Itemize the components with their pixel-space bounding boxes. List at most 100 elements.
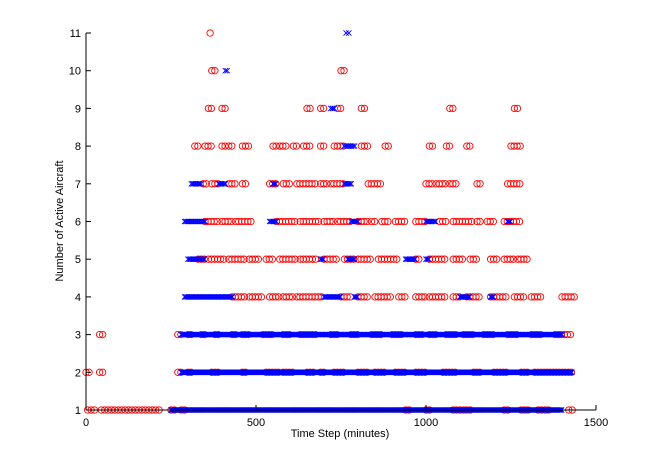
- y-tick-label: 1: [75, 405, 81, 417]
- data-point-circle: [224, 217, 232, 226]
- data-point-cross: [345, 180, 352, 187]
- data-point-cross: [196, 180, 203, 187]
- data-point-cross: [348, 180, 355, 187]
- data-point-circle: [472, 293, 480, 301]
- data-point-circle: [306, 142, 314, 150]
- data-point-circle: [520, 255, 528, 263]
- data-point-cross: [349, 143, 356, 150]
- data-point-circle: [418, 293, 426, 301]
- data-point-circle: [289, 142, 298, 150]
- data-point-cross: [429, 218, 436, 225]
- data-point-circle: [254, 293, 263, 301]
- data-point-circle: [218, 104, 226, 113]
- x-tick-label: 1500: [584, 417, 608, 429]
- data-point-circle: [476, 180, 484, 188]
- x-tick-label: 500: [247, 417, 265, 429]
- data-point-circle: [437, 255, 446, 263]
- data-point-circle: [268, 255, 276, 263]
- data-point-circle: [279, 142, 287, 150]
- data-point-circle: [523, 255, 531, 263]
- data-point-circle: [428, 180, 436, 188]
- data-point-circle: [452, 180, 460, 188]
- data-point-circle: [240, 293, 249, 301]
- data-point-circle: [314, 293, 322, 301]
- data-point-circle: [384, 142, 392, 150]
- data-point-circle: [247, 217, 255, 226]
- data-point-circle: [390, 255, 398, 263]
- data-point-circle: [367, 217, 376, 226]
- data-point-circle: [206, 29, 214, 37]
- data-point-circle: [99, 368, 107, 376]
- data-point-circle: [306, 104, 314, 113]
- data-point-circle: [291, 217, 299, 226]
- data-point-cross: [224, 67, 231, 74]
- data-point-circle: [439, 217, 447, 226]
- data-point-circle: [282, 180, 290, 188]
- data-point-circle: [316, 104, 325, 113]
- data-point-circle: [441, 180, 450, 188]
- data-point-circle: [442, 142, 451, 150]
- data-point-circle: [210, 217, 218, 226]
- data-point-cross: [487, 293, 494, 300]
- data-point-circle: [288, 293, 297, 301]
- y-tick-label: 9: [75, 103, 81, 115]
- data-point-cross: [271, 180, 278, 187]
- data-point-circle: [282, 142, 290, 150]
- data-point-circle: [207, 104, 216, 113]
- data-point-cross: [351, 256, 358, 263]
- y-tick-label: 8: [75, 141, 81, 153]
- data-point-cross: [489, 293, 495, 300]
- data-point-circle: [227, 217, 235, 226]
- data-point-circle: [513, 180, 521, 188]
- data-point-circle: [292, 142, 301, 150]
- data-point-circle: [360, 104, 369, 113]
- data-point-circle: [241, 180, 250, 188]
- data-point-circle: [425, 142, 434, 150]
- data-point-circle: [213, 217, 221, 226]
- data-point-cross: [463, 293, 470, 300]
- data-point-circle: [563, 330, 572, 339]
- data-point-cross: [556, 331, 563, 338]
- data-point-cross: [227, 293, 234, 300]
- data-point-cross: [423, 256, 429, 263]
- data-point-circle: [337, 104, 345, 113]
- data-point-circle: [463, 142, 471, 150]
- data-point-circle: [455, 255, 463, 263]
- data-point-circle: [326, 217, 334, 226]
- data-point-circle: [346, 293, 354, 301]
- data-point-circle: [320, 180, 328, 188]
- data-point-circle: [428, 142, 437, 150]
- data-point-cross: [222, 67, 229, 74]
- data-point-circle: [386, 293, 394, 301]
- data-point-circle: [207, 142, 215, 150]
- data-point-circle: [383, 293, 391, 301]
- data-point-circle: [458, 255, 467, 263]
- data-point-cross: [272, 180, 279, 187]
- data-point-circle: [472, 255, 480, 263]
- data-point-cross: [354, 293, 361, 300]
- data-point-cross: [412, 256, 419, 263]
- data-point-cross: [198, 256, 205, 263]
- data-point-cross: [222, 180, 229, 187]
- data-point-circle: [449, 180, 457, 188]
- data-point-circle: [288, 217, 296, 226]
- data-point-cross: [352, 218, 359, 225]
- data-point-cross: [350, 256, 357, 263]
- data-point-circle: [311, 217, 320, 226]
- data-point-cross: [343, 30, 350, 36]
- data-point-circle: [381, 142, 389, 150]
- data-point-cross: [465, 293, 472, 300]
- y-tick-label: 11: [70, 28, 81, 40]
- data-point-circle: [490, 255, 498, 263]
- data-point-circle: [418, 217, 426, 226]
- data-point-circle: [357, 104, 366, 113]
- data-point-circle: [360, 142, 369, 150]
- data-point-cross: [270, 180, 276, 187]
- data-point-cross: [320, 256, 327, 263]
- data-point-circle: [393, 255, 401, 263]
- data-point-circle: [265, 255, 273, 263]
- data-point-circle: [204, 104, 213, 113]
- data-point-circle: [204, 142, 212, 150]
- data-point-cross: [410, 256, 417, 263]
